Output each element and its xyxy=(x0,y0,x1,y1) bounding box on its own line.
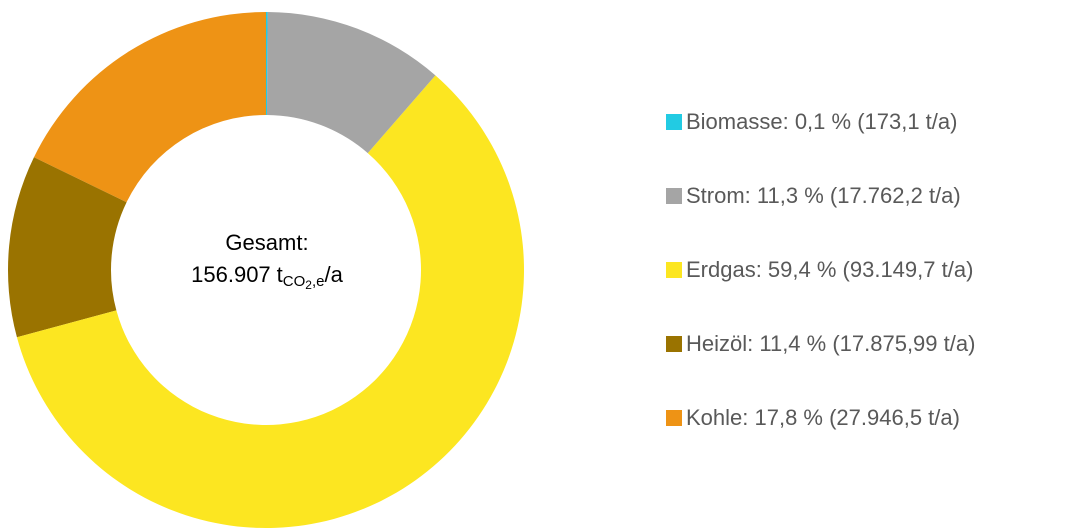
legend-swatch xyxy=(666,410,682,426)
legend-swatch xyxy=(666,188,682,204)
donut-segment xyxy=(7,157,127,338)
unit: /a xyxy=(325,262,344,287)
donut-segment xyxy=(33,12,266,203)
center-title: Gesamt: xyxy=(225,230,308,255)
unit: t xyxy=(277,262,283,287)
legend-swatch xyxy=(666,114,682,130)
donut-segment xyxy=(16,75,524,528)
legend-swatch xyxy=(666,262,682,278)
legend-label: Kohle: 17,8 % (27.946,5 t/a) xyxy=(686,405,960,430)
unit-sub: ,e xyxy=(312,273,325,290)
legend-swatch xyxy=(666,336,682,352)
donut-segment xyxy=(266,12,268,116)
legend-label: Strom: 11,3 % (17.762,2 t/a) xyxy=(686,183,961,208)
legend-label: Biomasse: 0,1 % (173,1 t/a) xyxy=(686,109,957,134)
legend-label: Erdgas: 59,4 % (93.149,7 t/a) xyxy=(686,257,973,282)
unit-sub: 2 xyxy=(305,278,312,292)
center-total: 156.907 tCO2,e/a xyxy=(191,262,343,292)
donut-segment xyxy=(266,12,436,154)
total-value: 156.907 xyxy=(191,262,271,287)
legend-label: Heizöl: 11,4 % (17.875,99 t/a) xyxy=(686,331,975,356)
unit-sub: CO xyxy=(283,273,306,290)
